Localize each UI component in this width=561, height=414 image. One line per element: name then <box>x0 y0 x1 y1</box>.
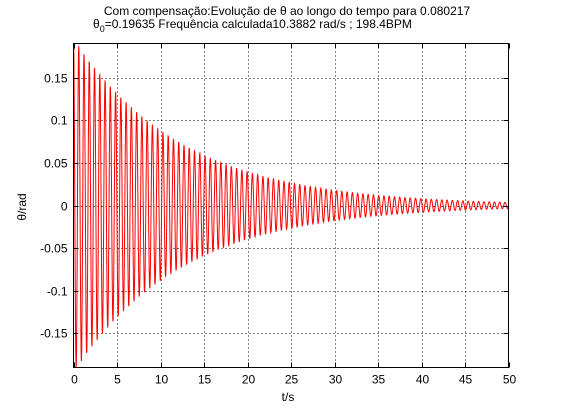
y-tick-labels: -0.15 -0.1 -0.05 0 0.05 0.1 0.15 <box>40 72 68 341</box>
title-line2-rest: =0.19635 Frequência calculada10.3882 rad… <box>105 17 412 31</box>
y-tick-label: 0 <box>61 200 68 214</box>
x-tick-label: 10 <box>155 373 169 387</box>
y-tick-label: -0.05 <box>40 242 68 256</box>
y-tick-label: 0.15 <box>44 72 68 86</box>
y-tick-label: -0.15 <box>40 327 68 341</box>
y-tick-label: 0.05 <box>44 157 68 171</box>
x-tick-labels: 0 5 10 15 20 25 30 35 40 45 50 <box>71 373 516 387</box>
series-group <box>73 43 509 368</box>
ticks <box>73 43 510 368</box>
x-tick-label: 50 <box>503 373 517 387</box>
x-tick-label: 0 <box>71 373 78 387</box>
theta-symbol: θ <box>93 17 100 31</box>
y-axis-label: θ/rad <box>15 193 29 220</box>
chart-title-line1: Com compensação:Evolução de θ ao longo d… <box>104 4 471 18</box>
x-tick-label: 20 <box>242 373 256 387</box>
x-tick-label: 40 <box>416 373 430 387</box>
x-axis-label: t/s <box>282 390 295 404</box>
y-tick-label: 0.1 <box>51 114 68 128</box>
chart-title-line2: θ0=0.19635 Frequência calculada10.3882 r… <box>93 17 412 34</box>
theta-subscript: 0 <box>100 24 105 34</box>
x-tick-label: 30 <box>329 373 343 387</box>
series-line-theta <box>73 43 509 368</box>
x-tick-label: 45 <box>459 373 473 387</box>
y-tick-label: -0.1 <box>47 285 68 299</box>
x-tick-label: 5 <box>114 373 121 387</box>
x-tick-label: 15 <box>198 373 212 387</box>
x-tick-label: 35 <box>372 373 386 387</box>
x-tick-label: 25 <box>285 373 299 387</box>
